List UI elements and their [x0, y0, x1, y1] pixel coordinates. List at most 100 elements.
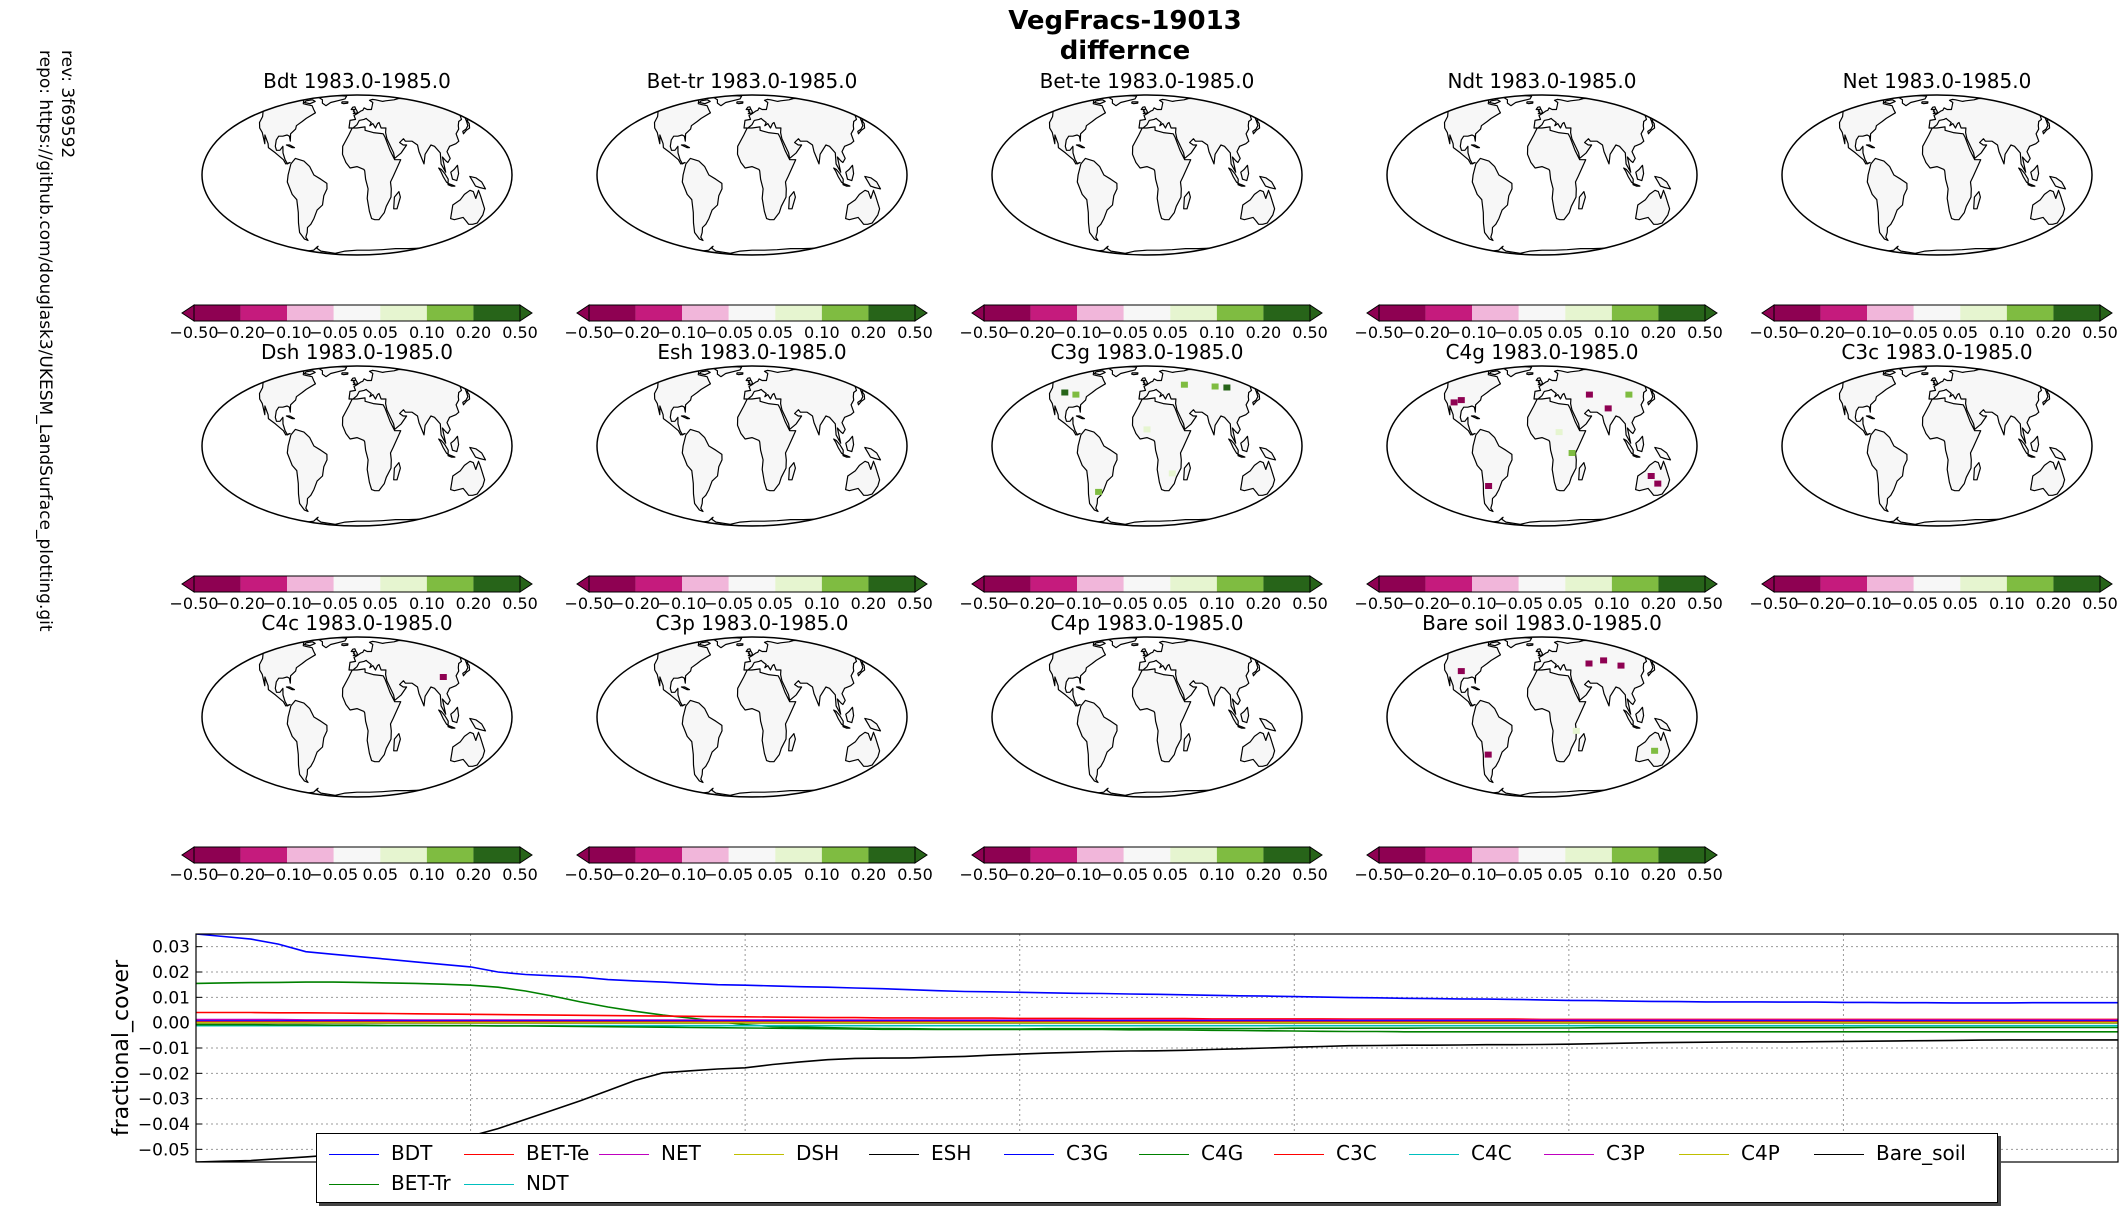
coastline [393, 462, 401, 481]
coastline [1032, 369, 1106, 436]
map-change-cell [1604, 405, 1612, 412]
colorbar-tick-label: −0.10 [262, 323, 312, 342]
colorbar-segment [775, 576, 822, 592]
map-change-cell [1450, 399, 1458, 406]
coastline [1921, 397, 1982, 492]
colorbar-segment [1518, 847, 1566, 863]
series-line-c4g [196, 1023, 2118, 1033]
coastline [450, 164, 460, 182]
coastline [1075, 686, 1086, 691]
coastline [743, 96, 871, 173]
colorbar-segment [1913, 576, 1961, 592]
world-map [991, 365, 1303, 527]
coastline [845, 731, 881, 767]
coastline [1526, 397, 1587, 492]
colorbar [971, 304, 1323, 322]
legend-item: C4C [1409, 1140, 1512, 1166]
colorbar-frame [1378, 304, 1706, 322]
colorbar-segment [1077, 305, 1124, 321]
y-axis-label: fractional_cover [109, 959, 134, 1136]
coastline [393, 191, 401, 210]
coastline [1131, 126, 1192, 221]
coastline [1075, 415, 1086, 420]
coastline [745, 377, 754, 386]
colorbar-tick-label: 0.10 [409, 323, 445, 342]
world-map [596, 365, 908, 527]
legend-swatch [1409, 1154, 1459, 1155]
coastline [1632, 453, 1641, 458]
coastline [1526, 101, 1534, 105]
legend-swatch [734, 1154, 784, 1155]
coastline [1259, 446, 1277, 461]
colorbar-tick-label: −0.50 [1354, 323, 1404, 342]
coastline [1635, 164, 1645, 182]
coastline [1138, 96, 1266, 173]
colorbar-segment [333, 847, 381, 863]
coastline [1093, 99, 1106, 105]
colorbar-tick-label: 0.50 [897, 323, 933, 342]
colorbar-segment [2006, 305, 2054, 321]
colorbar [971, 846, 1323, 864]
colorbar-tick-label: −0.50 [1749, 323, 1799, 342]
colorbar-tick-label: −0.05 [704, 594, 754, 613]
map-change-cell [1143, 426, 1151, 433]
colorbar-segment [589, 847, 636, 863]
colorbar [1366, 304, 1718, 322]
series-line-bdt [196, 934, 2118, 1004]
coastline [303, 641, 316, 647]
coastline [450, 189, 486, 225]
colorbar-segment [775, 847, 822, 863]
coastline [788, 191, 796, 210]
colorbar-tick-label: −0.20 [1006, 865, 1056, 884]
coastline [1973, 191, 1981, 210]
legend-item: NDT [464, 1170, 569, 1196]
colorbar-tick-label: −0.50 [564, 594, 614, 613]
colorbar-tick-label: 0.05 [1152, 865, 1189, 884]
coastline [1427, 98, 1501, 165]
legend-label: ESH [931, 1141, 972, 1165]
colorbar-tick-label: −0.10 [1447, 323, 1497, 342]
map-outline [1386, 636, 1698, 798]
coastline [1076, 428, 1118, 513]
coastline [1076, 157, 1118, 242]
colorbar-tick-label: 0.05 [757, 323, 794, 342]
colorbar-tick-label: −0.20 [1006, 323, 1056, 342]
coastline [1470, 686, 1481, 691]
colorbar-segment [682, 847, 729, 863]
coastline [348, 638, 476, 715]
map-change-cell [1223, 384, 1231, 391]
map-outline [201, 94, 513, 256]
coastline [1488, 641, 1501, 647]
colorbar-frame [983, 575, 1311, 593]
map-change-cell [439, 674, 447, 680]
colorbar-segment [1170, 847, 1217, 863]
coastline [681, 157, 723, 242]
colorbar-segment [1123, 576, 1171, 592]
coastline [1140, 377, 1149, 386]
colorbar-segment [1170, 305, 1217, 321]
legend-swatch [329, 1184, 379, 1185]
colorbar-segment [1820, 576, 1868, 592]
coastline [736, 668, 797, 763]
colorbar-tick-label: 0.05 [1152, 323, 1189, 342]
colorbar-tick-label: −0.50 [1749, 594, 1799, 613]
coastline [736, 126, 797, 221]
colorbar-segment [333, 305, 381, 321]
coastline [1237, 182, 1246, 187]
colorbar-tick-label: 0.10 [804, 323, 840, 342]
map-change-cell [1651, 747, 1659, 754]
coastline [2030, 435, 2040, 453]
map-outline [991, 636, 1303, 798]
map-outline [596, 636, 908, 798]
colorbar-segment [240, 576, 288, 592]
coastline [1240, 435, 1250, 453]
coastline [637, 98, 711, 165]
coastline [341, 101, 349, 105]
legend-swatch [464, 1184, 514, 1185]
colorbar-tick-label: −0.10 [1052, 323, 1102, 342]
colorbar-tick-label: −0.50 [959, 865, 1009, 884]
colorbar-frame [983, 304, 1311, 322]
colorbar-segment [1263, 847, 1310, 863]
map-change-cell [1568, 450, 1576, 456]
